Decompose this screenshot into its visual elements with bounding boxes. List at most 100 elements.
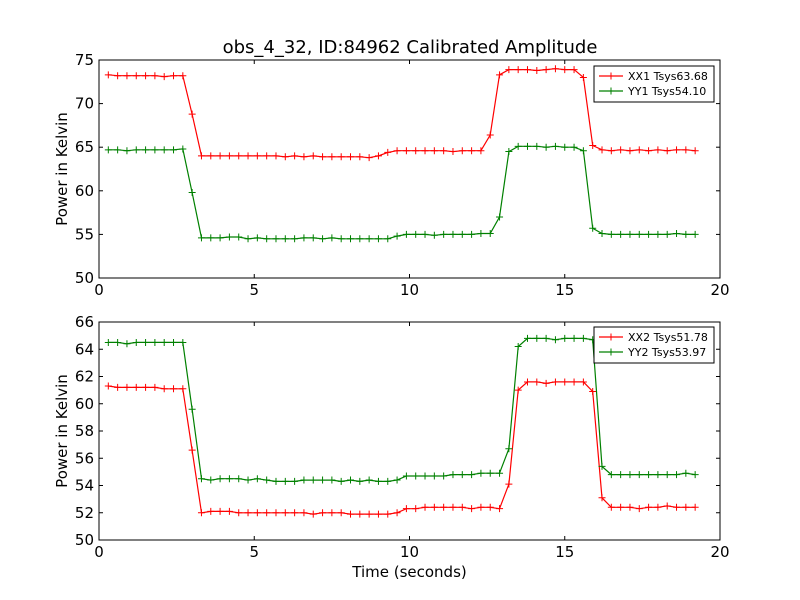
data-point <box>440 230 448 238</box>
data-point <box>319 509 327 517</box>
data-point <box>533 142 541 150</box>
data-point <box>300 509 308 517</box>
data-point <box>365 154 373 162</box>
data-point <box>104 338 112 346</box>
data-point <box>328 509 336 517</box>
data-point <box>114 72 122 80</box>
data-point <box>281 509 289 517</box>
data-point <box>197 475 205 483</box>
data-point <box>440 147 448 155</box>
data-point <box>645 147 653 155</box>
data-point <box>328 234 336 242</box>
data-point <box>673 146 681 154</box>
data-point <box>207 234 215 242</box>
legend-marker <box>607 87 615 95</box>
data-point <box>617 503 625 511</box>
legend-label: XX1 Tsys63.68 <box>628 70 708 83</box>
data-point <box>514 142 522 150</box>
data-point <box>598 462 606 470</box>
data-point <box>430 472 438 480</box>
data-point <box>132 383 140 391</box>
data-point <box>402 230 410 238</box>
data-point <box>244 152 252 160</box>
data-point <box>347 510 355 518</box>
data-point <box>374 477 382 485</box>
data-point <box>570 334 578 342</box>
data-point <box>617 471 625 479</box>
top-plot: 0 5 10 15 20 50 55 60 65 70 75 Power in Kelvin XX1 T… <box>53 51 730 299</box>
data-point <box>132 338 140 346</box>
data-point <box>160 146 168 154</box>
x-tick-label: 20 <box>710 281 729 299</box>
data-point <box>542 66 550 74</box>
data-point <box>337 477 345 485</box>
data-point <box>607 503 615 511</box>
data-point <box>207 507 215 515</box>
data-point <box>468 230 476 238</box>
data-point <box>225 507 233 515</box>
data-point <box>496 71 504 79</box>
data-point <box>421 472 429 480</box>
data-point <box>533 378 541 386</box>
data-point <box>468 505 476 513</box>
data-point <box>477 230 485 238</box>
data-point <box>523 142 531 150</box>
data-point <box>440 503 448 511</box>
y-tick-label: 75 <box>75 51 94 69</box>
data-point <box>477 469 485 477</box>
y-tick-label: 50 <box>75 269 94 287</box>
data-point <box>505 148 513 156</box>
data-point <box>542 379 550 387</box>
figure-title: obs_4_32, ID:84962 Calibrated Amplitude <box>223 37 598 58</box>
data-point <box>635 230 643 238</box>
data-point <box>514 386 522 394</box>
data-point <box>402 472 410 480</box>
data-point <box>589 224 597 232</box>
data-point <box>626 230 634 238</box>
data-point <box>188 189 196 197</box>
data-point <box>142 383 150 391</box>
data-point <box>253 475 261 483</box>
y-axis-label: Power in Kelvin <box>53 374 71 488</box>
data-point <box>617 146 625 154</box>
data-point <box>160 73 168 81</box>
data-point <box>579 73 587 81</box>
data-point <box>263 509 271 517</box>
data-point <box>551 65 559 73</box>
data-point <box>682 469 690 477</box>
data-point <box>496 505 504 513</box>
data-point <box>179 338 187 346</box>
x-tick-label: 0 <box>94 543 104 561</box>
data-point <box>142 338 150 346</box>
data-point <box>430 147 438 155</box>
data-point <box>430 503 438 511</box>
data-point <box>253 234 261 242</box>
data-point <box>477 147 485 155</box>
data-point <box>374 510 382 518</box>
data-point <box>319 153 327 161</box>
data-point <box>421 230 429 238</box>
data-point <box>179 385 187 393</box>
data-point <box>449 148 457 156</box>
data-point <box>421 503 429 511</box>
y-tick-label: 70 <box>75 95 94 113</box>
data-point <box>123 72 131 80</box>
data-point <box>505 480 513 488</box>
data-point <box>309 476 317 484</box>
data-point <box>496 469 504 477</box>
data-point <box>458 471 466 479</box>
data-point <box>104 146 112 154</box>
y-tick-label: 58 <box>75 422 94 440</box>
data-point <box>225 475 233 483</box>
data-point <box>561 378 569 386</box>
y-tick-label: 52 <box>75 504 94 522</box>
data-point <box>114 146 122 154</box>
data-point <box>123 340 131 348</box>
data-point <box>300 476 308 484</box>
series-line-1 <box>108 337 696 483</box>
data-point <box>691 471 699 479</box>
data-point <box>561 143 569 151</box>
legend-label: XX2 Tsys51.78 <box>628 331 708 344</box>
data-point <box>347 235 355 243</box>
data-point <box>449 471 457 479</box>
